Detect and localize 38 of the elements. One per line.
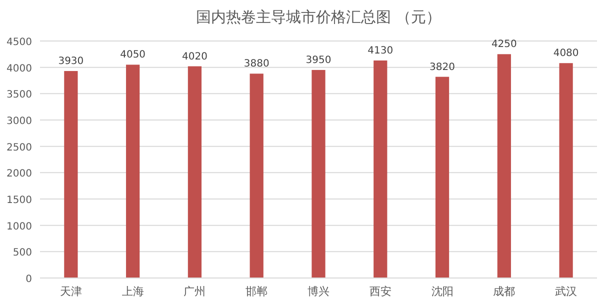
data-label: 4050 (120, 50, 146, 61)
x-tick-label: 西安 (369, 285, 392, 298)
y-tick-label: 2000 (6, 168, 32, 180)
x-tick-label: 上海 (122, 285, 144, 298)
y-tick-label: 4500 (6, 37, 32, 48)
x-tick-label: 博兴 (308, 285, 330, 298)
y-tick-label: 2500 (6, 142, 32, 154)
y-tick-label: 500 (12, 248, 32, 259)
bar (188, 66, 202, 278)
y-tick-label: 3000 (6, 116, 32, 127)
bar (559, 63, 573, 278)
bar (374, 60, 388, 278)
x-tick-label: 沈阳 (431, 285, 454, 298)
bar (250, 74, 264, 278)
y-tick-label: 1000 (6, 221, 32, 232)
x-tick-label: 广州 (184, 285, 206, 298)
data-label: 3950 (306, 54, 332, 66)
y-tick-label: 1500 (6, 195, 32, 206)
data-label: 4130 (368, 45, 394, 56)
data-label: 3820 (430, 62, 456, 73)
x-tick-label: 邯郸 (246, 285, 268, 298)
bar (312, 70, 326, 278)
bar (64, 71, 78, 278)
bar (497, 54, 511, 278)
data-label: 3880 (244, 58, 270, 70)
data-label: 4080 (553, 48, 579, 60)
x-tick-label: 成都 (493, 285, 516, 298)
data-label: 4250 (491, 39, 517, 50)
bar (126, 64, 140, 278)
x-tick-label: 天津 (60, 285, 82, 298)
x-tick-label: 武汉 (555, 285, 578, 298)
data-label: 3930 (58, 56, 84, 68)
data-label: 4020 (182, 51, 208, 62)
y-tick-label: 3500 (6, 90, 32, 101)
chart-title: 国内热卷主导城市价格汇总图 （元） (196, 8, 441, 26)
y-tick-label: 0 (26, 274, 32, 285)
bar (435, 76, 450, 278)
y-tick-label: 4000 (6, 63, 32, 74)
